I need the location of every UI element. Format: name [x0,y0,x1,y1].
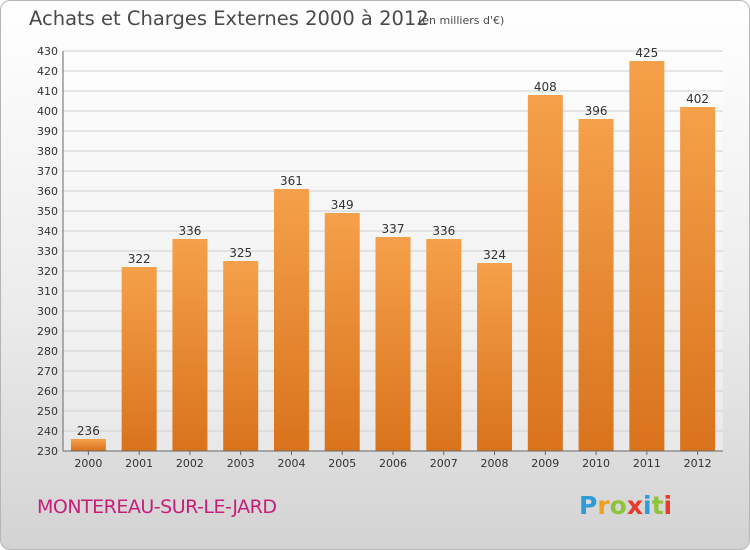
bar-series: 236 322 336 325 361 349 337 336 324 408 396 425 402 [70,46,716,451]
bar-value-label: 337 [382,222,405,236]
bar-2004 [273,189,309,451]
y-axis: 230 240 250 260 270 280 290 300 310 320 330 340 350 3… [37,45,58,458]
x-tick-label: 2009 [531,457,559,470]
y-tick-label: 410 [37,85,58,98]
x-tick-label: 2002 [176,457,204,470]
y-tick-label: 420 [37,65,58,78]
bar-2009 [527,95,563,451]
bar-value-label: 361 [280,174,303,188]
logo-letter: P [579,491,598,520]
y-tick-label: 270 [37,365,58,378]
y-tick-label: 380 [37,145,58,158]
y-tick-label: 260 [37,385,58,398]
y-tick-label: 320 [37,265,58,278]
logo-letter: t [651,491,664,520]
y-tick-label: 300 [37,305,58,318]
bar-2008 [477,263,513,451]
y-tick-label: 250 [37,405,58,418]
y-tick-label: 390 [37,125,58,138]
chart-unit: (en milliers d'€) [418,14,505,27]
y-tick-label: 430 [37,45,58,58]
bar-2001 [121,267,157,451]
bar-value-label: 402 [686,92,709,106]
y-tick-label: 280 [37,345,58,358]
x-tick-label: 2001 [125,457,153,470]
proxiti-logo: Proxiti [579,491,672,520]
x-tick-label: 2003 [227,457,255,470]
x-tick-label: 2012 [684,457,712,470]
chart-title: Achats et Charges Externes 2000 à 2012 [29,7,429,30]
bar-2002 [172,239,208,451]
logo-letter: x [626,491,643,520]
bar-2011 [629,61,665,451]
x-axis: 2000 2001 2002 2003 2004 2005 2006 2007 2008 2009… [74,451,712,470]
y-tick-label: 370 [37,165,58,178]
y-tick-label: 290 [37,325,58,338]
bar-value-label: 425 [635,46,658,60]
bar-value-label: 336 [432,224,455,238]
y-tick-label: 240 [37,425,58,438]
x-tick-label: 2000 [74,457,102,470]
bar-2010 [578,119,614,451]
x-tick-label: 2006 [379,457,407,470]
logo-letter: r [597,491,610,520]
bar-2000 [70,439,106,451]
x-tick-label: 2005 [328,457,356,470]
bar-value-label: 336 [178,224,201,238]
commune-name: MONTEREAU-SUR-LE-JARD [37,496,277,518]
x-tick-label: 2008 [481,457,509,470]
y-tick-label: 330 [37,245,58,258]
bar-value-label: 322 [128,252,151,266]
bar-value-label: 408 [534,80,557,94]
x-tick-label: 2011 [633,457,661,470]
y-tick-label: 350 [37,205,58,218]
logo-letter: o [609,491,627,520]
x-tick-label: 2004 [277,457,305,470]
y-tick-label: 360 [37,185,58,198]
bar-2007 [426,239,462,451]
y-tick-label: 340 [37,225,58,238]
axis-lines [62,51,723,452]
x-tick-label: 2010 [582,457,610,470]
bar-2005 [324,213,360,451]
bar-value-label: 324 [483,248,506,262]
bar-2003 [223,261,259,451]
bar-value-label: 349 [331,198,354,212]
bar-2006 [375,237,411,451]
bar-value-label: 236 [77,424,100,438]
bar-2012 [680,107,716,451]
x-tick-label: 2007 [430,457,458,470]
logo-letter: i [643,491,652,520]
y-tick-label: 230 [37,445,58,458]
bar-value-label: 396 [585,104,608,118]
logo-letter: i [663,491,673,520]
bar-value-label: 325 [229,246,252,260]
y-tick-label: 310 [37,285,58,298]
y-tick-label: 400 [37,105,58,118]
